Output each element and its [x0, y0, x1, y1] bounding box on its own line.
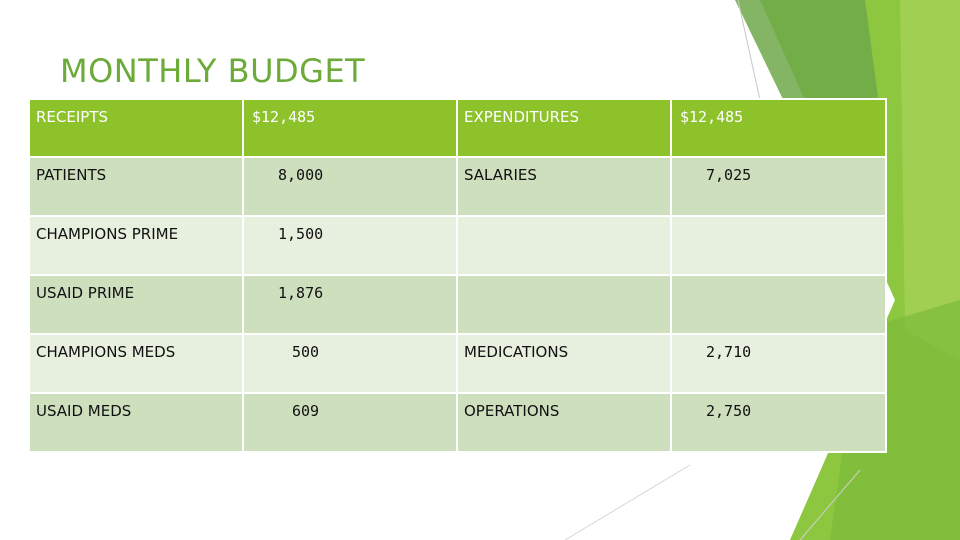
expenditure-amount: 2,750 — [706, 402, 752, 420]
header-receipts-total: $12,485 — [252, 108, 316, 126]
receipt-amount: 609 — [292, 402, 320, 420]
budget-table: RECEIPTS $12,485 EXPENDITURES $12,485 PA… — [28, 98, 887, 453]
expenditure-label: SALARIES — [464, 166, 537, 184]
decor-line-top — [737, 0, 761, 101]
right-green-shape-light — [900, 0, 960, 360]
receipt-label: PATIENTS — [36, 166, 107, 184]
table-header-row: RECEIPTS $12,485 EXPENDITURES $12,485 — [28, 98, 887, 158]
expenditure-label: MEDICATIONS — [464, 343, 569, 361]
expenditure-label: OPERATIONS — [464, 402, 560, 420]
table-row: PATIENTS 8,000 SALARIES 7,025 — [28, 156, 887, 217]
table-row: CHAMPIONS MEDS 500 MEDICATIONS 2,710 — [28, 333, 887, 394]
expenditure-amount — [672, 217, 885, 225]
receipt-label: CHAMPIONS PRIME — [36, 225, 179, 243]
header-receipts-label: RECEIPTS — [36, 108, 109, 126]
table-row: CHAMPIONS PRIME 1,500 — [28, 215, 887, 276]
expenditure-label — [458, 276, 670, 284]
table-row: USAID MEDS 609 OPERATIONS 2,750 — [28, 392, 887, 453]
expenditure-amount: 2,710 — [706, 343, 752, 361]
receipt-amount: 8,000 — [278, 166, 324, 184]
table-row: USAID PRIME 1,876 — [28, 274, 887, 335]
receipt-amount: 1,500 — [278, 225, 324, 243]
receipt-label: CHAMPIONS MEDS — [36, 343, 176, 361]
receipt-amount: 500 — [292, 343, 320, 361]
receipt-label: USAID MEDS — [36, 402, 132, 420]
expenditure-amount — [672, 276, 885, 284]
receipt-amount: 1,876 — [278, 284, 324, 302]
slide-title: MONTHLY BUDGET — [60, 52, 366, 90]
decor-line-bottom — [564, 464, 691, 540]
header-expenditures-label: EXPENDITURES — [464, 108, 580, 126]
header-expenditures-total: $12,485 — [680, 108, 744, 126]
expenditure-amount: 7,025 — [706, 166, 752, 184]
decor-line-bottom-2 — [799, 469, 861, 540]
receipt-label: USAID PRIME — [36, 284, 135, 302]
expenditure-label — [458, 217, 670, 225]
